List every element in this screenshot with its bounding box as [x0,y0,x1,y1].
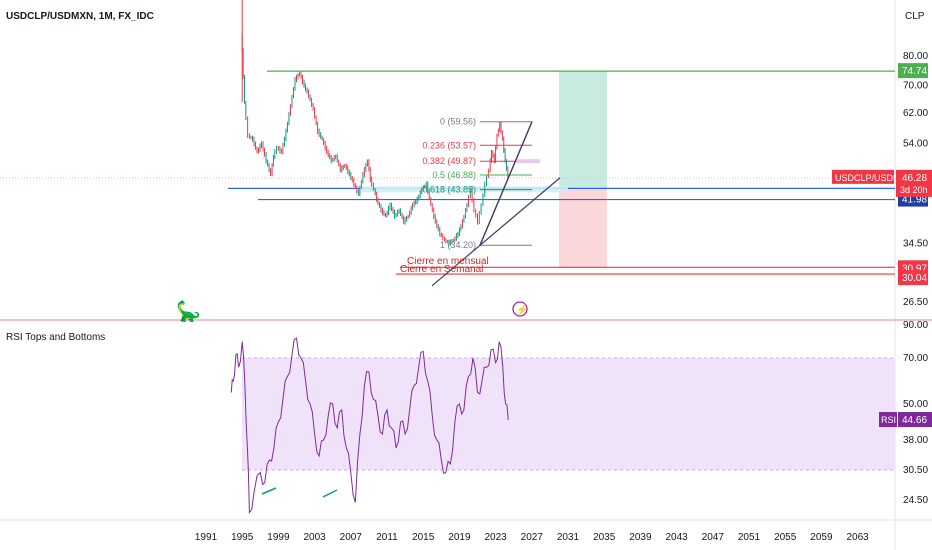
bar-countdown: 3d 20h [900,185,928,195]
rsi-value-bg [898,412,932,428]
rsi-tag: RSI [881,415,896,425]
axis-label-41-98: 41.98 [902,195,927,206]
position-loss-zone[interactable] [558,188,607,268]
time-tick-1: 1995 [231,532,254,543]
price-tick-0: 80.00 [903,51,928,62]
price-tick-2: 62.00 [903,108,928,119]
annotation-monthly-close: Cierre en mensual [407,256,489,267]
rsi-tag-bg [879,412,897,428]
price-tick-5: 26.50 [903,297,928,308]
rsi-tick-0: 90.00 [903,320,928,331]
rsi-line[interactable] [230,337,509,514]
fib-level-label-1: 0.236 (53.57) [422,140,476,150]
rsi-value: 44.66 [902,415,927,426]
symbol-title: USDCLP/USDMXN, 1M, FX_IDC [6,11,154,22]
time-tick-17: 2059 [810,532,833,543]
rsi-tick-2: 50.00 [903,399,928,410]
fib-level-label-5: 1 (34.20) [440,240,476,250]
fib-level-label-3: 0.5 (46.88) [432,170,476,180]
time-tick-3: 2003 [303,532,326,543]
time-tick-6: 2015 [412,532,435,543]
time-tick-15: 2051 [738,532,761,543]
time-tick-0: 1991 [195,532,218,543]
fib-level-label-4: 0.618 (43.89) [422,185,476,195]
axis-label-30-04: 30.04 [902,273,927,284]
rsi-divergence-marker-1 [261,487,277,495]
dinosaur-icon: 🦕 [176,299,201,323]
currency-label: CLP [905,11,925,22]
price-tick-1: 70.00 [903,81,928,92]
time-tick-13: 2043 [665,532,688,543]
rsi-tick-5: 24.50 [903,495,928,506]
current-price-value: 46.28 [902,173,927,184]
time-tick-16: 2055 [774,532,797,543]
trend-line-lower[interactable] [431,177,561,287]
axis-label-30-97: 30.97 [902,263,927,274]
rsi-title: RSI Tops and Bottoms [6,332,105,343]
fib-level-label-2: 0.382 (49.87) [422,156,476,166]
rsi-tick-1: 70.00 [903,353,928,364]
time-tick-18: 2063 [846,532,869,543]
lightning-icon-circle[interactable] [512,301,528,317]
time-tick-9: 2027 [521,532,544,543]
rsi-band [242,358,895,470]
lightning-icon: ⚡ [516,303,528,316]
rsi-divergence-marker-2 [322,489,338,498]
time-tick-5: 2011 [376,532,398,543]
time-tick-11: 2035 [593,532,616,543]
time-tick-4: 2007 [340,532,363,543]
support-zone[interactable] [360,186,568,193]
axis-label-74-74: 74.74 [902,66,927,77]
time-tick-14: 2047 [702,532,725,543]
price-tick-3: 54.00 [903,139,928,150]
time-tick-2: 1999 [267,532,290,543]
position-profit-zone[interactable] [558,71,607,189]
annotation-weekly-close: Cierre en Semanal [400,264,483,275]
axis-label-74-74-bg [898,63,928,79]
symbol-tag: USDCLP/USDMXN [835,173,913,183]
fib-level-label-0: 0 (59.56) [440,117,476,127]
time-tick-12: 2039 [629,532,652,543]
time-tick-10: 2031 [557,532,580,543]
time-tick-8: 2023 [484,532,507,543]
rsi-tick-3: 38.00 [903,435,928,446]
axis-label-30-04-bg [898,270,928,286]
fib-highlight [515,159,540,164]
price-tick-4: 34.50 [903,238,928,249]
symbol-tag-bg [832,169,894,184]
trend-line-upper[interactable] [479,121,533,246]
time-tick-7: 2019 [448,532,471,543]
rsi-tick-4: 30.50 [903,465,928,476]
current-price-bg [896,169,932,197]
